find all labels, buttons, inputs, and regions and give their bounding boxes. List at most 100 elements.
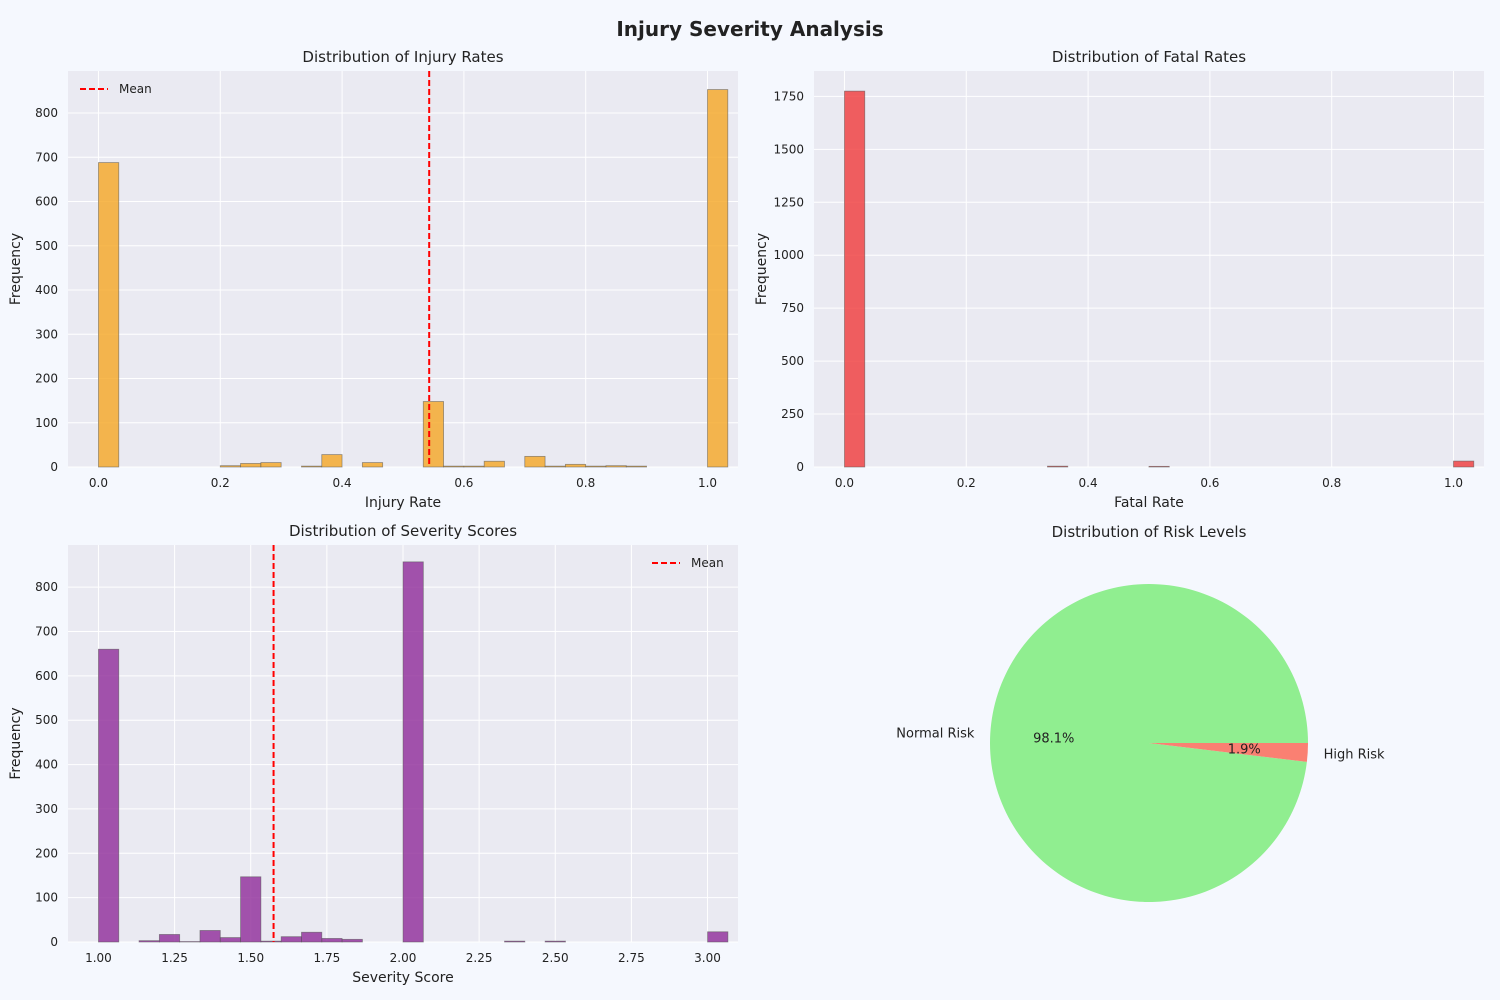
x-tick-label: 0.6 xyxy=(454,476,473,490)
y-tick-label: 400 xyxy=(35,758,58,772)
x-tick-label: 1.0 xyxy=(698,476,717,490)
histogram-bar xyxy=(280,936,302,943)
histogram-bar xyxy=(585,465,607,468)
x-tick-label: 0.0 xyxy=(89,476,108,490)
y-tick-label: 1250 xyxy=(773,195,804,209)
y-axis-label: Frequency xyxy=(754,233,770,305)
figure-title: Injury Severity Analysis xyxy=(616,17,883,41)
histogram-bar xyxy=(422,401,444,468)
y-tick-label: 0 xyxy=(50,935,58,949)
severity-score-histogram: 1.00 1.25 1.50 1.75 2.00 2.25 2.50 2.75 3.00 0 100… xyxy=(8,522,738,986)
histogram-bar xyxy=(98,648,120,943)
x-tick-label: 0.0 xyxy=(835,476,854,490)
x-tick-label: 1.50 xyxy=(237,951,264,965)
plot-area xyxy=(814,71,1484,467)
x-tick-label: 3.00 xyxy=(694,951,721,965)
histogram-bar xyxy=(240,463,262,468)
pie-slice-label: Normal Risk xyxy=(896,727,975,742)
y-tick-label: 500 xyxy=(781,354,804,368)
histogram-bar xyxy=(219,465,241,468)
x-tick-label: 2.25 xyxy=(466,951,493,965)
fatal-rate-histogram: 0.0 0.2 0.4 0.6 0.8 1.0 0 250 500 750 1000 1250 1500… xyxy=(754,48,1484,511)
chart-title: Distribution of Risk Levels xyxy=(1052,523,1247,541)
x-tick-label: 2.00 xyxy=(390,951,417,965)
y-axis-label: Frequency xyxy=(8,233,24,305)
histogram-bar xyxy=(544,940,566,943)
histogram-bar xyxy=(504,940,526,943)
histogram-bar xyxy=(625,465,647,468)
histogram-bar xyxy=(707,89,729,468)
histogram-bar xyxy=(443,465,465,468)
histogram-bar xyxy=(402,561,424,943)
x-tick-label: 0.8 xyxy=(1322,476,1341,490)
x-tick-label: 2.50 xyxy=(542,951,569,965)
histogram-bar xyxy=(199,930,221,943)
x-tick-label: 0.2 xyxy=(211,476,230,490)
x-axis-label: Injury Rate xyxy=(365,495,441,511)
y-tick-label: 600 xyxy=(35,195,58,209)
y-tick-label: 500 xyxy=(35,239,58,253)
histogram-bar xyxy=(544,465,566,468)
y-tick-label: 200 xyxy=(35,846,58,860)
y-tick-label: 0 xyxy=(50,460,58,474)
pie-slice xyxy=(1149,743,1308,762)
histogram-bar xyxy=(524,455,546,468)
chart-title: Distribution of Injury Rates xyxy=(302,48,503,66)
x-tick-label: 1.25 xyxy=(161,951,188,965)
pie-slice xyxy=(990,584,1308,903)
risk-level-pie-chart: Distribution of Risk Levels Normal Risk 98… xyxy=(896,523,1385,903)
y-tick-label: 100 xyxy=(35,416,58,430)
plot-area xyxy=(68,71,738,467)
histogram-bar xyxy=(1148,465,1170,468)
histogram-bar xyxy=(341,938,363,943)
pie-percent-label: 1.9% xyxy=(1228,743,1261,758)
pie-percent-label: 98.1% xyxy=(1033,731,1074,746)
x-tick-label: 0.2 xyxy=(957,476,976,490)
y-tick-label: 250 xyxy=(781,407,804,421)
histogram-bar xyxy=(605,465,627,468)
y-tick-label: 0 xyxy=(796,460,804,474)
x-tick-label: 0.6 xyxy=(1200,476,1219,490)
x-tick-label: 0.8 xyxy=(576,476,595,490)
y-axis-label: Frequency xyxy=(8,707,24,779)
y-tick-label: 750 xyxy=(781,301,804,315)
x-axis-label: Severity Score xyxy=(352,970,453,986)
y-tick-label: 400 xyxy=(35,283,58,297)
y-tick-label: 300 xyxy=(35,327,58,341)
histogram-bar xyxy=(361,462,384,468)
y-tick-label: 1000 xyxy=(773,248,804,262)
y-tick-label: 600 xyxy=(35,669,58,683)
legend-mean-label: Mean xyxy=(691,556,724,570)
histogram-bar xyxy=(301,931,323,943)
histogram-bar xyxy=(138,940,160,943)
y-tick-label: 1750 xyxy=(773,89,804,103)
y-tick-label: 100 xyxy=(35,891,58,905)
y-tick-label: 800 xyxy=(35,580,58,594)
histogram-bar xyxy=(844,90,866,468)
x-tick-label: 0.4 xyxy=(333,476,352,490)
histogram-bar xyxy=(301,465,323,468)
histogram-bar xyxy=(483,460,505,468)
y-tick-label: 500 xyxy=(35,713,58,727)
y-tick-label: 700 xyxy=(35,150,58,164)
histogram-bar xyxy=(707,931,729,943)
histogram-bar xyxy=(564,463,587,468)
y-tick-label: 1500 xyxy=(773,142,804,156)
y-tick-label: 800 xyxy=(35,106,58,120)
histogram-bar xyxy=(321,938,343,943)
histogram-bar xyxy=(260,462,282,468)
x-tick-label: 1.00 xyxy=(85,951,112,965)
histogram-bar xyxy=(240,876,262,943)
histogram-bar xyxy=(158,934,181,943)
histogram-bar xyxy=(1453,460,1475,468)
injury-rate-histogram: 0.0 0.2 0.4 0.6 0.8 1.0 0 100 200 300 400 500 600 700… xyxy=(8,48,738,511)
x-axis-label: Fatal Rate xyxy=(1114,495,1184,511)
legend-mean-label: Mean xyxy=(119,82,152,96)
histogram-bar xyxy=(260,940,282,943)
chart-title: Distribution of Fatal Rates xyxy=(1052,48,1246,66)
x-tick-label: 2.75 xyxy=(618,951,645,965)
pie-slice-label: High Risk xyxy=(1324,747,1385,762)
x-tick-label: 1.75 xyxy=(314,951,341,965)
chart-title: Distribution of Severity Scores xyxy=(289,522,517,540)
